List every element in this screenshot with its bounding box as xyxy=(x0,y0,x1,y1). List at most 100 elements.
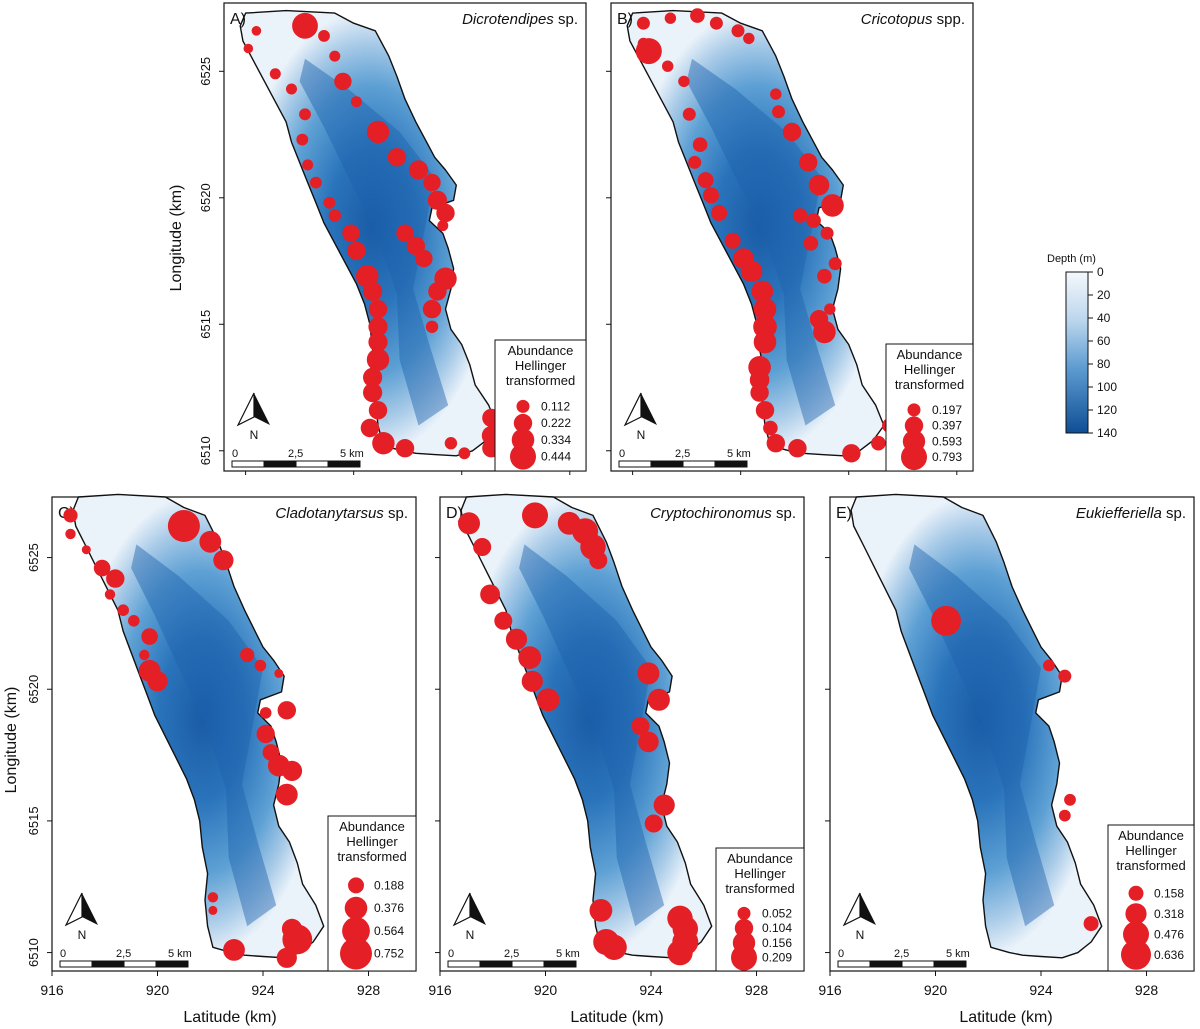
abundance-point xyxy=(342,224,360,242)
scale-bar-segment xyxy=(479,960,513,968)
legend-title-line: Abundance xyxy=(1118,828,1184,843)
legend-value: 0.197 xyxy=(932,403,962,417)
legend-title-line: Abundance xyxy=(897,347,963,362)
abundance-point xyxy=(167,510,200,542)
abundance-point xyxy=(368,299,388,319)
abundance-point xyxy=(1064,793,1076,806)
abundance-point xyxy=(667,939,693,966)
legend-value: 0.104 xyxy=(762,921,792,935)
abundance-point xyxy=(274,668,284,678)
abundance-point xyxy=(117,604,129,616)
legend-value: 0.188 xyxy=(374,878,404,892)
abundance-point xyxy=(363,281,383,301)
scale-bar-segment xyxy=(618,460,652,468)
legend-symbol xyxy=(1123,921,1149,948)
abundance-point xyxy=(808,174,830,196)
legend-symbol xyxy=(731,944,757,971)
abundance-point xyxy=(243,43,254,54)
scale-bar-segment xyxy=(447,960,481,968)
abundance-point xyxy=(368,401,388,420)
abundance-point xyxy=(799,153,818,172)
x-tick-label: 928 xyxy=(357,982,381,998)
legend-title-line: transformed xyxy=(1116,858,1185,873)
legend-symbol xyxy=(344,896,368,920)
legend-title-line: Abundance xyxy=(508,343,574,358)
abundance-point xyxy=(692,137,708,152)
legend-title-line: Hellinger xyxy=(515,358,567,373)
abundance-point xyxy=(635,38,662,65)
legend-title-line: transformed xyxy=(895,377,964,392)
deep-basin-shading xyxy=(131,544,277,927)
y-axis-label-top: Longitude (km) xyxy=(168,185,185,292)
abundance-point xyxy=(269,68,281,80)
scale-bar-label: 5 km xyxy=(556,948,580,960)
abundance-point xyxy=(436,203,455,223)
y-tick-label: 6520 xyxy=(26,675,41,704)
abundance-point xyxy=(770,88,782,100)
abundance-legend xyxy=(885,343,974,472)
legend-title-line: Hellinger xyxy=(734,866,786,881)
taxon-title: Cladotanytarsus sp. xyxy=(275,505,408,522)
x-tick-label: 920 xyxy=(924,982,948,998)
abundance-point xyxy=(703,187,719,204)
scale-bar-label: 2,5 xyxy=(116,948,131,960)
abundance-point xyxy=(753,330,777,354)
abundance-point xyxy=(356,265,379,288)
scale-bar-label: 2,5 xyxy=(288,448,303,460)
depth-tick-label: 20 xyxy=(1097,288,1111,302)
x-tick-label: 924 xyxy=(639,982,663,998)
abundance-point xyxy=(81,545,91,555)
scale-bar-label: 2,5 xyxy=(675,448,690,460)
legend-symbol xyxy=(513,413,533,433)
abundance-point xyxy=(792,208,808,223)
y-tick-label: 6515 xyxy=(26,806,41,835)
abundance-point xyxy=(751,280,774,303)
abundance-point xyxy=(772,105,785,119)
x-axis-label-c: Latitude (km) xyxy=(183,1009,276,1026)
abundance-point xyxy=(387,148,407,167)
abundance-point xyxy=(363,383,383,403)
depth-tick-label: 60 xyxy=(1097,334,1111,348)
legend-symbol xyxy=(342,917,370,945)
taxon-name: Cladotanytarsus xyxy=(275,505,384,522)
abundance-point xyxy=(425,320,439,333)
panel-letter: D) xyxy=(446,505,463,522)
scale-bar-segment xyxy=(155,960,189,968)
abundance-point xyxy=(522,502,548,529)
abundance-point xyxy=(871,435,886,451)
legend-title-line: transformed xyxy=(337,849,406,864)
scale-bar-label: 0 xyxy=(838,948,844,960)
abundance-point xyxy=(842,444,861,463)
north-label: N xyxy=(856,928,865,942)
abundance-point xyxy=(213,550,234,571)
abundance-point xyxy=(329,50,341,62)
abundance-point xyxy=(408,160,429,180)
x-tick-label: 916 xyxy=(428,982,452,998)
abundance-point xyxy=(782,122,802,142)
legend-value: 0.636 xyxy=(1154,948,1184,962)
lake-outline xyxy=(850,493,1103,959)
scale-bar-segment xyxy=(933,960,967,968)
legend-value: 0.376 xyxy=(374,901,404,915)
x-tick-label: 916 xyxy=(818,982,842,998)
deep-basin-shading xyxy=(686,58,836,426)
legend-title-line: transformed xyxy=(725,881,794,896)
abundance-point xyxy=(931,605,961,636)
abundance-point xyxy=(521,670,543,692)
abundance-point xyxy=(141,628,158,645)
scale-bar-label: 0 xyxy=(232,448,238,460)
depth-tick-label: 40 xyxy=(1097,311,1111,325)
x-tick-label: 924 xyxy=(251,982,275,998)
abundance-point xyxy=(682,107,696,121)
scale-bar-label: 5 km xyxy=(168,948,192,960)
legend-title-line: Abundance xyxy=(727,851,793,866)
abundance-point xyxy=(422,299,442,319)
abundance-point xyxy=(128,615,140,627)
legend-value: 0.397 xyxy=(932,419,962,433)
legend-value: 0.593 xyxy=(932,434,962,448)
abundance-point xyxy=(147,671,168,692)
abundance-point xyxy=(65,528,76,540)
legend-symbol xyxy=(516,399,530,413)
legend-symbol xyxy=(904,416,924,435)
abundance-point xyxy=(763,420,778,436)
